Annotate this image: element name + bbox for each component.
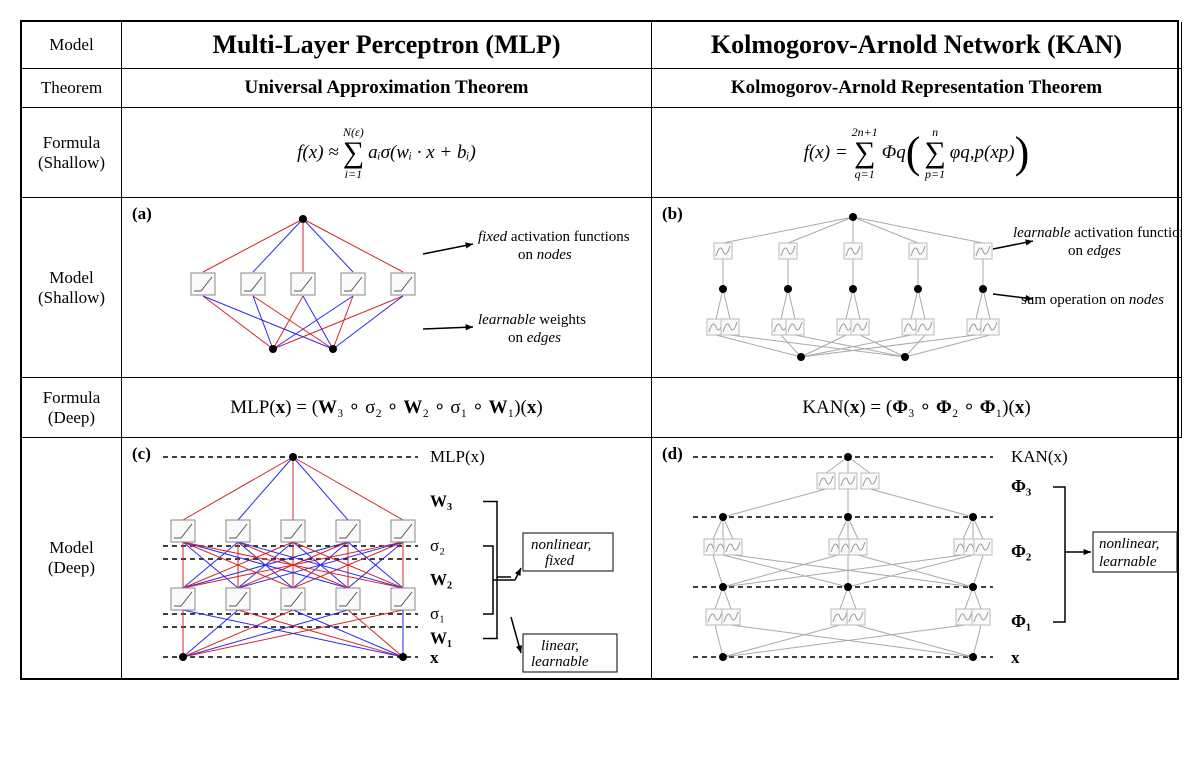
panel-label-a: (a): [132, 204, 152, 224]
svg-text:KAN(x): KAN(x): [1011, 447, 1068, 466]
kan-deep-formula: KAN(x) = (Φ₃ ∘ Φ₂ ∘ Φ₁)(x): [652, 378, 1182, 438]
svg-text:learnable weights: learnable weights: [478, 312, 586, 328]
svg-text:learnable activation functions: learnable activation functions: [1013, 225, 1181, 241]
row-label-formula-shallow: Formula (Shallow): [22, 108, 122, 198]
panel-label-c: (c): [132, 444, 151, 464]
svg-text:x: x: [1011, 648, 1020, 667]
kan-deep-diagram: (d) KAN(x) Φ₃ Φ₂ Φ₁ x nonlinear, learnable: [652, 438, 1182, 678]
svg-text:nonlinear,: nonlinear,: [1099, 536, 1159, 552]
comparison-table: Model Multi-Layer Perceptron (MLP) Kolmo…: [20, 20, 1179, 680]
row-label-model: Model: [22, 22, 122, 69]
svg-text:fixed activation functions: fixed activation functions: [478, 229, 630, 245]
panel-label-b: (b): [662, 204, 683, 224]
mlp-title: Multi-Layer Perceptron (MLP): [122, 22, 652, 69]
svg-text:sum operation on nodes: sum operation on nodes: [1021, 292, 1164, 308]
kan-shallow-diagram: (b) learnable activation functions on edg…: [652, 198, 1182, 378]
svg-text:on nodes: on nodes: [518, 247, 572, 263]
svg-text:σ₁: σ₁: [430, 604, 445, 623]
row-label-theorem: Theorem: [22, 69, 122, 108]
svg-text:nonlinear,: nonlinear,: [531, 537, 591, 553]
mlp-shallow-diagram: (a) fixed activation functions on nodes le…: [122, 198, 652, 378]
svg-text:W₂: W₂: [430, 570, 452, 589]
svg-text:learnable: learnable: [1099, 554, 1157, 570]
svg-text:fixed: fixed: [545, 553, 575, 569]
svg-text:on edges: on edges: [508, 330, 561, 346]
svg-text:Φ₁: Φ₁: [1011, 611, 1031, 631]
mlp-deep-diagram: (c) MLP(x) W₃ σ₂ W₂ σ₁ W₁x nonlinear,fixed line…: [122, 438, 652, 678]
svg-text:x: x: [430, 648, 439, 667]
svg-text:W₃: W₃: [430, 492, 452, 511]
svg-text:W₁: W₁: [430, 629, 452, 648]
svg-text:learnable: learnable: [531, 654, 589, 670]
row-label-model-deep: Model (Deep): [22, 438, 122, 678]
svg-text:Φ₃: Φ₃: [1011, 476, 1032, 496]
svg-text:MLP(x): MLP(x): [430, 447, 485, 466]
kan-shallow-formula: f(x) = 2n+1 ∑ q=1 Φq ( n ∑ p=1 φq,p(xp) …: [652, 108, 1182, 198]
row-label-model-shallow: Model (Shallow): [22, 198, 122, 378]
mlp-shallow-formula: f(x) ≈ N(ε) ∑ i=1 aᵢσ(wᵢ · x + bᵢ): [122, 108, 652, 198]
row-label-formula-deep: Formula (Deep): [22, 378, 122, 438]
kan-theorem: Kolmogorov-Arnold Representation Theorem: [652, 69, 1182, 108]
kan-title: Kolmogorov-Arnold Network (KAN): [652, 22, 1182, 69]
svg-text:Φ₂: Φ₂: [1011, 541, 1031, 561]
mlp-deep-formula: MLP(x) = (W₃ ∘ σ₂ ∘ W₂ ∘ σ₁ ∘ W₁)(x): [122, 378, 652, 438]
svg-text:σ₂: σ₂: [430, 536, 445, 555]
svg-text:on edges: on edges: [1068, 243, 1121, 259]
svg-text:linear,: linear,: [541, 638, 579, 654]
mlp-theorem: Universal Approximation Theorem: [122, 69, 652, 108]
panel-label-d: (d): [662, 444, 683, 464]
